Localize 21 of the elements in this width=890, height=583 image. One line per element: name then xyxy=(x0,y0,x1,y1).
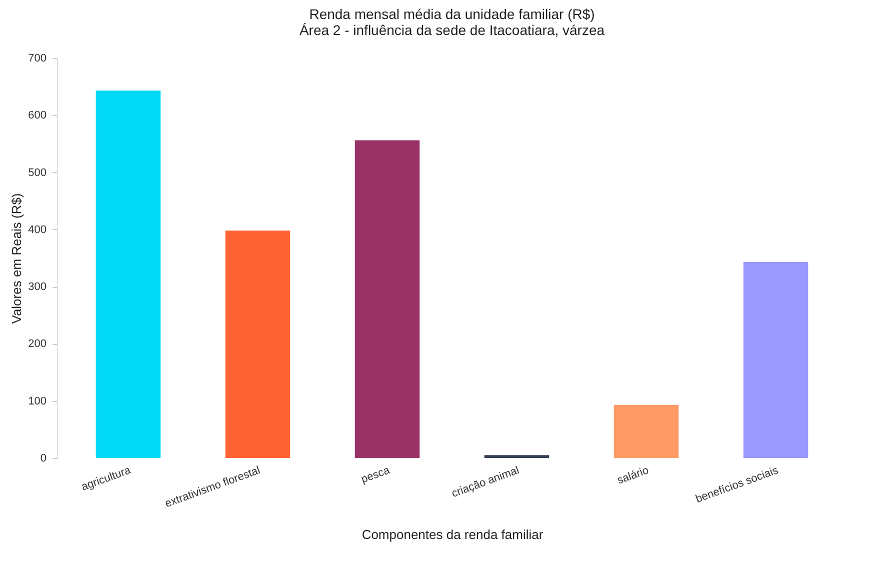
y-tick-label: 400 xyxy=(28,224,46,236)
bar xyxy=(225,230,290,458)
chart-subtitle: Área 2 - influência da sede de Itacoatiara, várzea xyxy=(299,22,605,38)
y-tick-label: 0 xyxy=(40,452,46,464)
bar xyxy=(614,404,679,458)
chart-title: Renda mensal média da unidade familiar (R$) xyxy=(309,6,595,22)
y-tick-label: 500 xyxy=(28,166,46,179)
x-tick-label: pesca xyxy=(360,464,392,486)
bar xyxy=(743,262,808,458)
bar xyxy=(484,455,550,458)
x-tick-label: salário xyxy=(616,464,650,487)
x-axis-title: Componentes da renda familiar xyxy=(362,527,544,542)
y-tick-label: 100 xyxy=(28,395,46,408)
y-tick-label: 300 xyxy=(28,281,46,294)
y-tick-label: 700 xyxy=(28,52,46,64)
bar xyxy=(354,140,420,458)
bar xyxy=(96,90,161,458)
y-axis-title: Valores em Reais (R$) xyxy=(9,193,24,324)
x-tick-label: criação animal xyxy=(450,464,521,500)
y-tick-label: 200 xyxy=(28,338,46,350)
y-tick-label: 600 xyxy=(28,110,46,122)
